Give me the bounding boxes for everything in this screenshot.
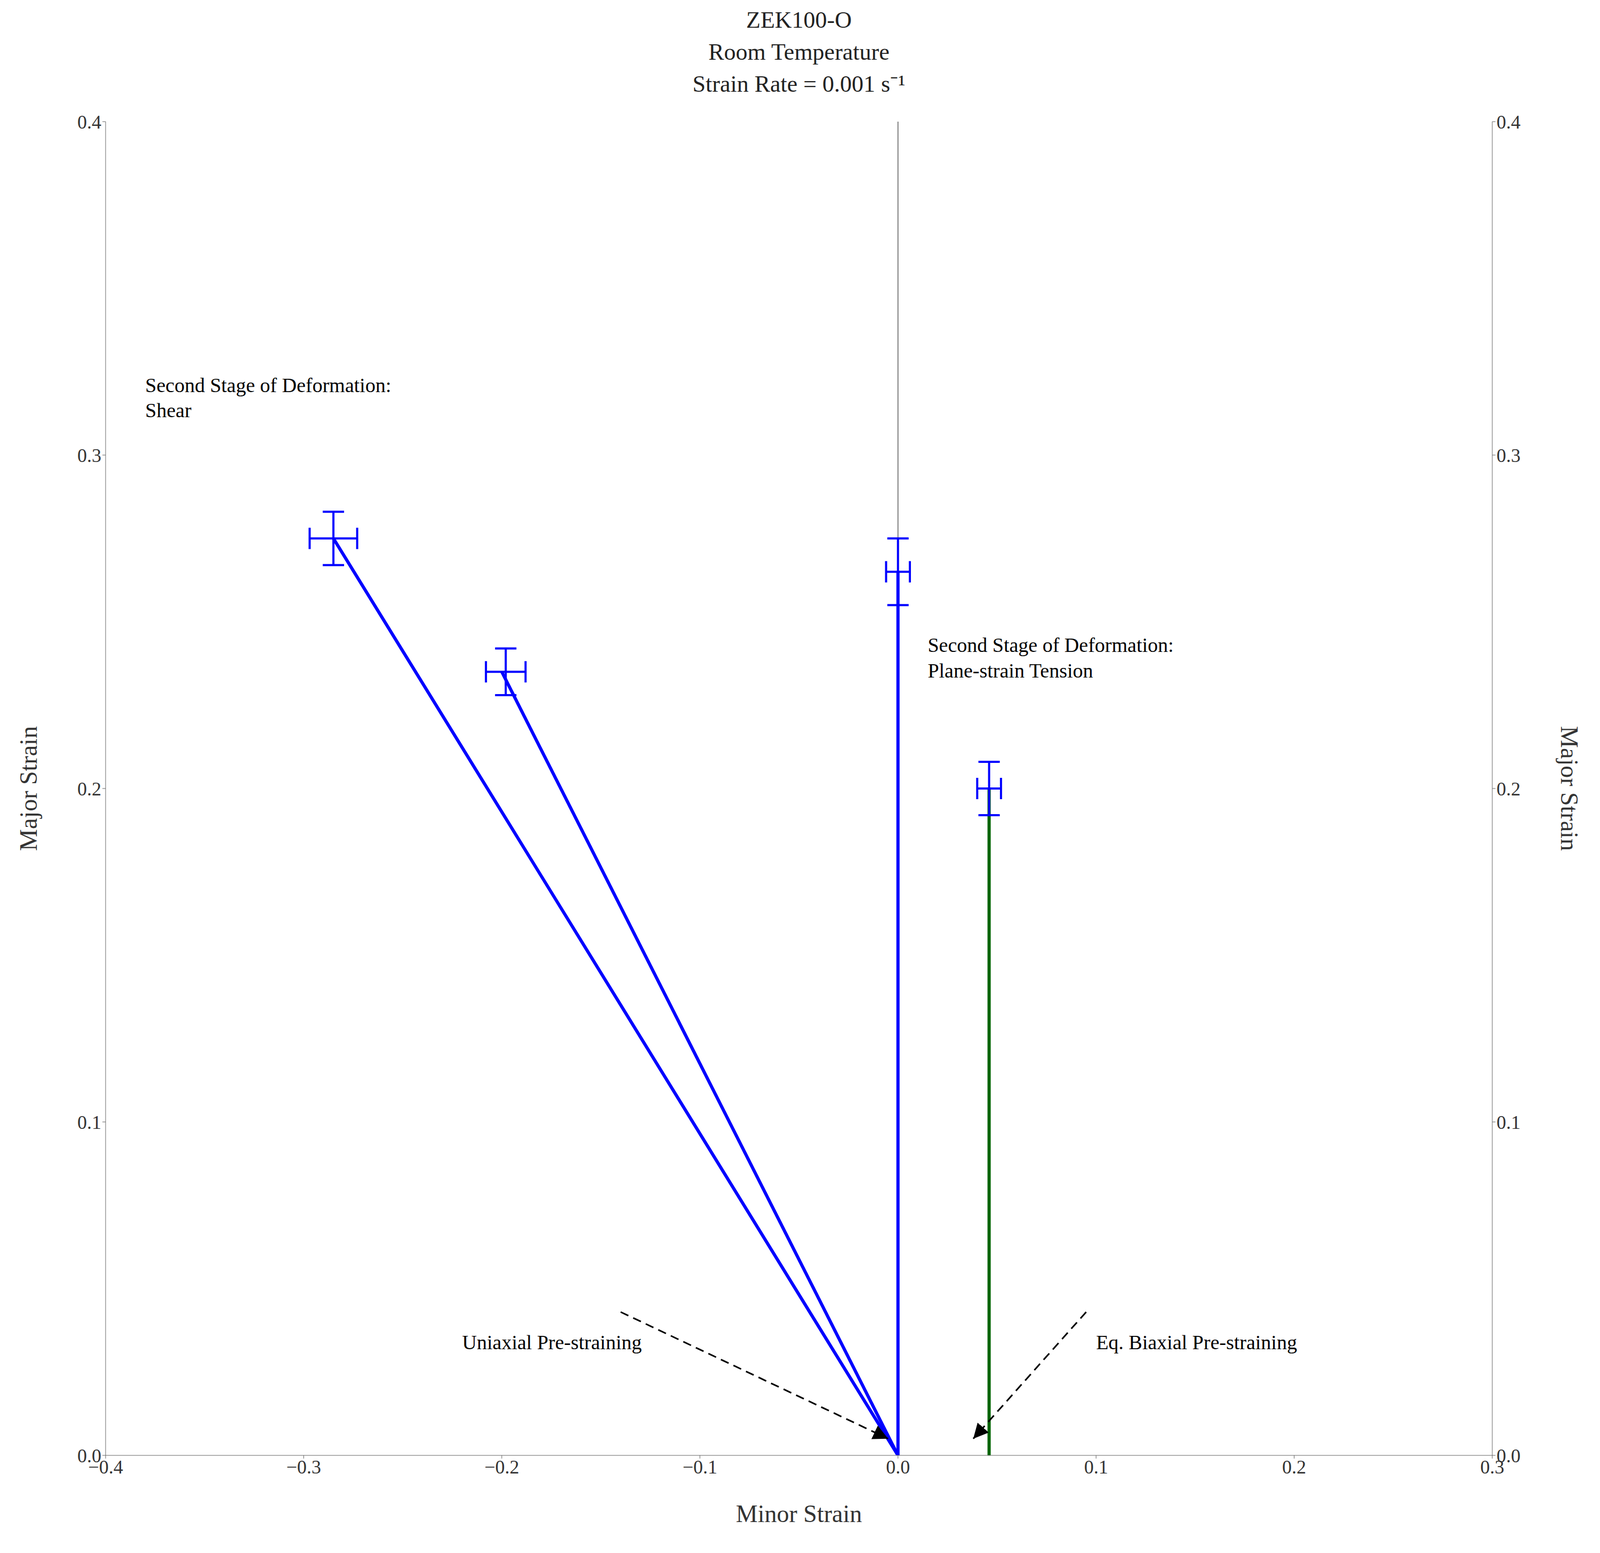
svg-text:Second Stage of Deformation:Sh: Second Stage of Deformation:Shear (145, 373, 391, 422)
svg-text:Second Stage of Deformation:Pl: Second Stage of Deformation:Plane-strain… (927, 633, 1174, 682)
svg-text:0.1: 0.1 (1496, 1111, 1521, 1133)
svg-text:−0.2: −0.2 (484, 1456, 519, 1478)
html-text:ZEK100-O Room Temperature Stra: ZEK100-O Room Temperature Strain Rate = … (692, 6, 906, 98)
svg-text:0.3: 0.3 (1496, 444, 1521, 467)
svg-text:−0.3: −0.3 (286, 1456, 322, 1478)
svg-text:Eq. Biaxial Pre-straining: Eq. Biaxial Pre-straining (1096, 1330, 1298, 1354)
svg-text:0.4: 0.4 (1496, 111, 1521, 133)
svg-text:0.3: 0.3 (1480, 1455, 1505, 1478)
svg-text:0.0: 0.0 (1496, 1444, 1521, 1467)
svg-text:0.0: 0.0 (77, 1444, 102, 1467)
svg-text:0.2: 0.2 (77, 778, 102, 800)
svg-text:Major Strain: Major Strain (1555, 725, 1583, 851)
svg-text:−0.4: −0.4 (88, 1455, 124, 1478)
svg-text:0.1: 0.1 (77, 1111, 102, 1133)
svg-text:Major Strain: Major Strain (14, 725, 43, 851)
svg-text:0.2: 0.2 (1496, 778, 1521, 800)
svg-text:0.2: 0.2 (1282, 1456, 1307, 1478)
svg-text:0.3: 0.3 (77, 444, 102, 467)
svg-text:Minor Strain: Minor Strain (736, 1499, 862, 1527)
svg-text:Uniaxial Pre-straining: Uniaxial Pre-straining (462, 1330, 643, 1354)
svg-text:−0.1: −0.1 (682, 1456, 718, 1478)
svg-text:0.4: 0.4 (77, 111, 102, 133)
svg-text:0.1: 0.1 (1084, 1456, 1109, 1478)
svg-text:0.0: 0.0 (885, 1456, 910, 1478)
